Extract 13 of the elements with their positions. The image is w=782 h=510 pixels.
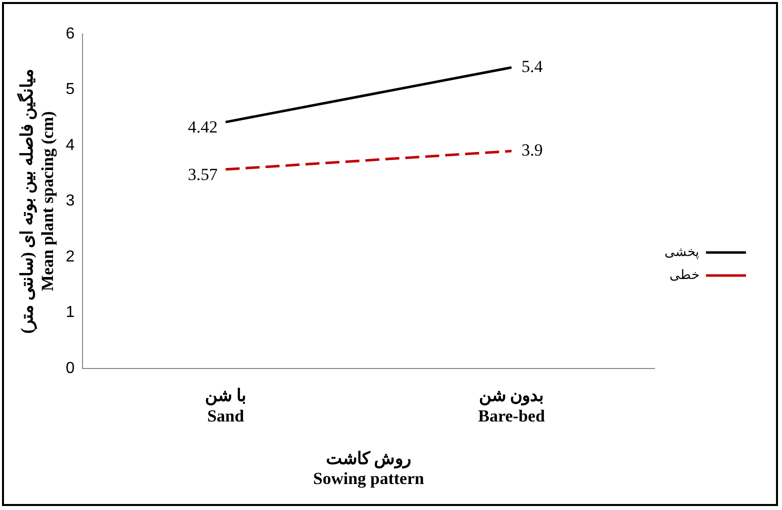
y-tick-label: 1 <box>66 304 75 322</box>
data-label: 3.57 <box>188 164 218 184</box>
y-tick-label: 5 <box>66 81 75 98</box>
data-label: 4.42 <box>188 118 218 137</box>
y-tick-label: 0 <box>66 360 75 377</box>
legend-label: پخشی <box>664 244 700 260</box>
y-tick-label: 2 <box>66 248 75 266</box>
data-label: 5.4 <box>522 56 544 76</box>
data-label: 3.9 <box>522 140 543 160</box>
y-tick-label: 3 <box>66 192 75 210</box>
legend-label: خطی <box>670 266 700 282</box>
y-tick-label: 6 <box>66 25 75 42</box>
y-tick-label: 4 <box>66 136 75 154</box>
